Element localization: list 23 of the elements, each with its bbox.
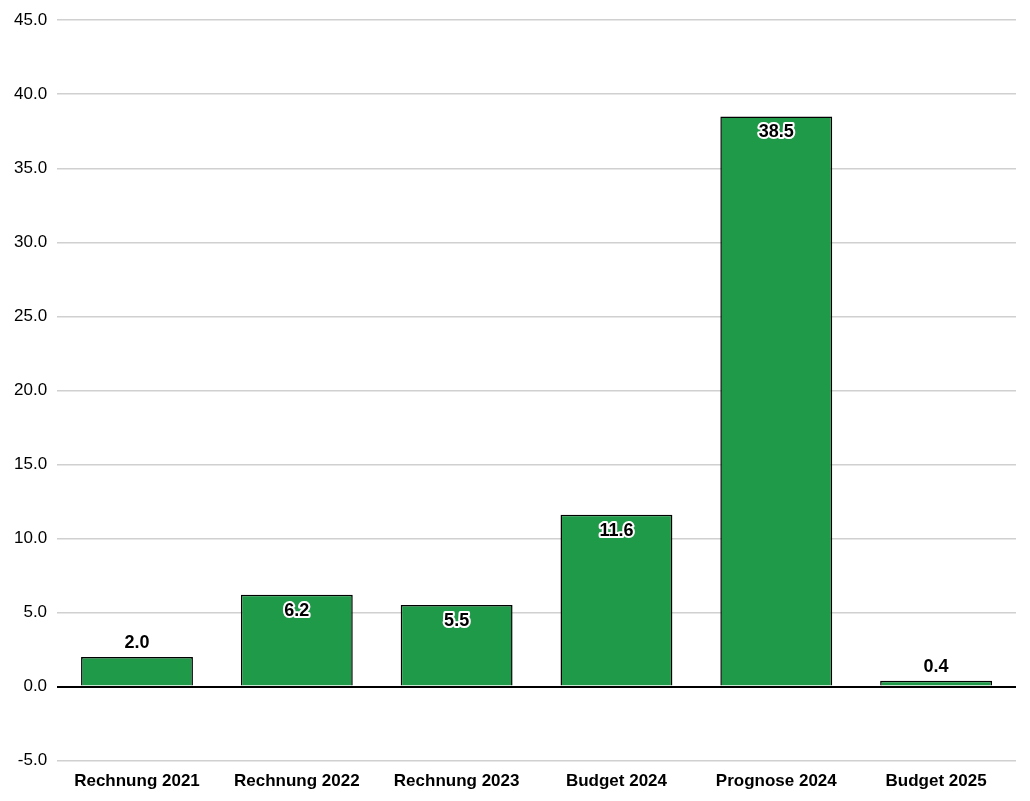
y-tick-label: 10.0 [13, 528, 48, 548]
y-tick-label: 5.0 [23, 602, 48, 622]
y-tick-label: 20.0 [13, 380, 48, 400]
x-tick-label: Prognose 2024 [715, 771, 838, 791]
data-label: 0.4 [923, 655, 949, 676]
data-label: 2.0 [124, 631, 150, 652]
data-label: 11.6 [599, 519, 634, 540]
x-tick-label: Rechnung 2023 [393, 771, 520, 791]
x-tick-label: Budget 2025 [885, 771, 987, 791]
x-tick-label: Budget 2024 [565, 771, 668, 791]
x-tick-label: Rechnung 2022 [233, 771, 360, 791]
y-tick-label: 25.0 [13, 306, 48, 326]
y-tick-label: 15.0 [13, 454, 48, 474]
y-tick-label: -5.0 [17, 750, 48, 770]
data-label: 38.5 [758, 121, 794, 142]
y-tick-label: 30.0 [13, 232, 48, 252]
y-tick-label: 0.0 [23, 676, 48, 696]
x-tick-label: Rechnung 2021 [74, 771, 200, 791]
data-label: 6.2 [284, 599, 310, 620]
y-tick-label: 35.0 [13, 157, 48, 177]
y-tick-label: 45.0 [13, 9, 48, 29]
data-label: 5.5 [444, 610, 470, 631]
y-tick-label: 40.0 [13, 83, 48, 103]
